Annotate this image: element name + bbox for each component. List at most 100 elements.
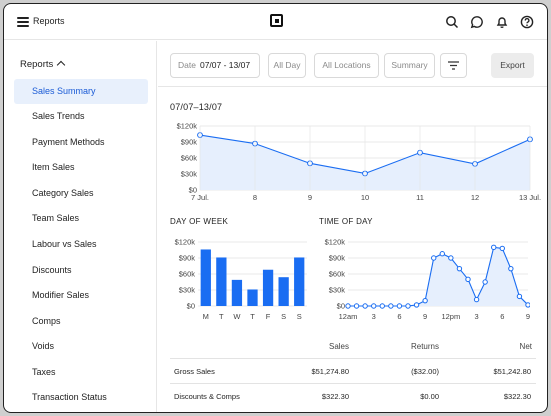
- y-tick-label: $60k: [181, 154, 198, 163]
- date-range-title: 07/07–13/07: [170, 102, 223, 112]
- filter-settings-button[interactable]: [440, 53, 467, 78]
- y-tick-label: $90k: [179, 254, 196, 263]
- y-tick-label: $60k: [329, 270, 346, 279]
- row-label: Discounts & Comps: [174, 392, 240, 401]
- menu-icon[interactable]: [17, 17, 29, 27]
- y-tick-label: $30k: [181, 170, 198, 179]
- x-tick-label: 12pm: [441, 312, 460, 321]
- all-day-filter[interactable]: All Day: [268, 53, 306, 78]
- x-tick-label: 9: [526, 312, 530, 321]
- data-point: [388, 303, 394, 309]
- series-line: [348, 246, 529, 307]
- data-point: [405, 303, 411, 309]
- x-tick-label: 6: [397, 312, 401, 321]
- search-icon[interactable]: [445, 15, 459, 29]
- date-filter-label: Date: [178, 60, 196, 70]
- sidebar-item-discounts[interactable]: Discounts: [32, 265, 72, 275]
- x-tick-label: 10: [361, 193, 369, 202]
- sidebar-item-modifier-sales[interactable]: Modifier Sales: [32, 290, 90, 300]
- data-point: [525, 302, 530, 308]
- date-filter[interactable]: Date 07/07 - 13/07: [170, 53, 260, 78]
- table-header-sales: Sales: [328, 342, 349, 351]
- row-net: $322.30: [503, 392, 531, 401]
- x-tick-label: 9: [308, 193, 312, 202]
- summary-filter[interactable]: Summary: [384, 53, 435, 78]
- x-tick-label: T: [250, 312, 255, 321]
- data-point: [448, 255, 454, 261]
- x-tick-label: W: [233, 312, 241, 321]
- data-point: [499, 245, 505, 252]
- bell-icon[interactable]: [495, 15, 509, 29]
- row-label: Gross Sales: [174, 367, 215, 376]
- time-of-day-title: TIME OF DAY: [319, 217, 373, 226]
- data-point: [516, 293, 523, 300]
- sidebar-item-labour-vs-sales[interactable]: Labour vs Sales: [32, 239, 97, 249]
- y-tick-label: $90k: [329, 254, 346, 263]
- y-tick-label: $0: [187, 302, 195, 311]
- x-tick-label: 8: [253, 193, 257, 202]
- table-header-returns: Returns: [410, 342, 439, 351]
- reports-menu-header[interactable]: Reports: [20, 59, 66, 70]
- sidebar-item-sales-summary[interactable]: Sales Summary: [14, 79, 148, 104]
- x-tick-label: S: [281, 312, 286, 321]
- bar: [294, 257, 305, 306]
- x-tick-label: 9: [423, 312, 427, 321]
- chat-icon[interactable]: [470, 15, 484, 29]
- y-tick-label: $30k: [179, 286, 196, 295]
- row-sales: $322.30: [321, 392, 349, 401]
- sidebar-item-voids[interactable]: Voids: [32, 341, 55, 351]
- x-tick-label: M: [203, 312, 209, 321]
- x-tick-label: 11: [416, 193, 424, 202]
- export-button[interactable]: Export: [491, 53, 534, 78]
- sidebar-item-team-sales[interactable]: Team Sales: [32, 213, 80, 223]
- data-point: [508, 265, 514, 272]
- help-icon[interactable]: [520, 15, 534, 29]
- x-tick-label: 12: [471, 193, 479, 202]
- date-filter-value: 07/07 - 13/07: [199, 60, 251, 70]
- filter-lines-icon: [448, 61, 459, 70]
- bar: [200, 249, 211, 306]
- bar: [216, 257, 227, 306]
- sidebar-item-sales-trends[interactable]: Sales Trends: [32, 111, 85, 121]
- data-point: [371, 303, 377, 309]
- sidebar-item-item-sales[interactable]: Item Sales: [32, 162, 75, 172]
- data-point: [482, 279, 488, 285]
- y-tick-label: $0: [189, 186, 197, 195]
- data-point: [456, 265, 463, 272]
- sidebar-item-taxes[interactable]: Taxes: [32, 367, 56, 377]
- table-row: Discounts & Comps $322.30 $0.00 $322.30: [170, 383, 536, 407]
- sidebar-item-category-sales[interactable]: Category Sales: [32, 188, 94, 198]
- data-point: [353, 303, 360, 309]
- x-tick-label: T: [219, 312, 224, 321]
- y-tick-label: $120k: [175, 238, 196, 247]
- x-tick-label: F: [266, 312, 271, 321]
- data-point: [491, 244, 497, 251]
- area-fill: [348, 247, 528, 306]
- y-tick-label: $0: [337, 302, 345, 311]
- locations-filter[interactable]: All Locations: [314, 53, 379, 78]
- sidebar-item-transaction-status[interactable]: Transaction Status: [32, 392, 107, 402]
- data-point: [431, 255, 437, 261]
- main-content: Date 07/07 - 13/07 All Day All Locations …: [158, 41, 547, 412]
- data-point: [422, 297, 428, 304]
- row-net: $51,242.80: [493, 367, 531, 376]
- y-tick-label: $120k: [325, 238, 346, 247]
- sidebar: Reports Sales Summary Sales Trends Payme…: [4, 41, 157, 412]
- time-of-day-chart: $0 $30k $60k $90k $120k 12am 3 6 9 12pm 3 6 9: [325, 238, 530, 321]
- data-point: [439, 251, 445, 257]
- data-point: [379, 303, 385, 309]
- data-point: [465, 276, 471, 283]
- day-of-week-chart: $0 $30k $60k $90k $120k M T W T F S S: [175, 238, 307, 321]
- data-point: [413, 302, 420, 308]
- sidebar-item-comps[interactable]: Comps: [32, 316, 61, 326]
- row-returns: $0.00: [420, 392, 439, 401]
- x-tick-label: 3: [474, 312, 478, 321]
- daily-sales-chart: $0 $30k $60k $90k $120k 7 Jul. 8 9 10 11 12 13 Jul.: [177, 122, 541, 203]
- y-tick-label: $90k: [181, 138, 198, 147]
- app-window: Reports Reports Sales Summary Sales Tren…: [3, 3, 548, 413]
- data-point: [345, 303, 351, 309]
- square-logo-icon[interactable]: [270, 14, 283, 27]
- x-tick-label: 13 Jul.: [519, 193, 541, 202]
- sidebar-item-payment-methods[interactable]: Payment Methods: [32, 137, 105, 147]
- x-tick-label: 7 Jul.: [191, 193, 209, 202]
